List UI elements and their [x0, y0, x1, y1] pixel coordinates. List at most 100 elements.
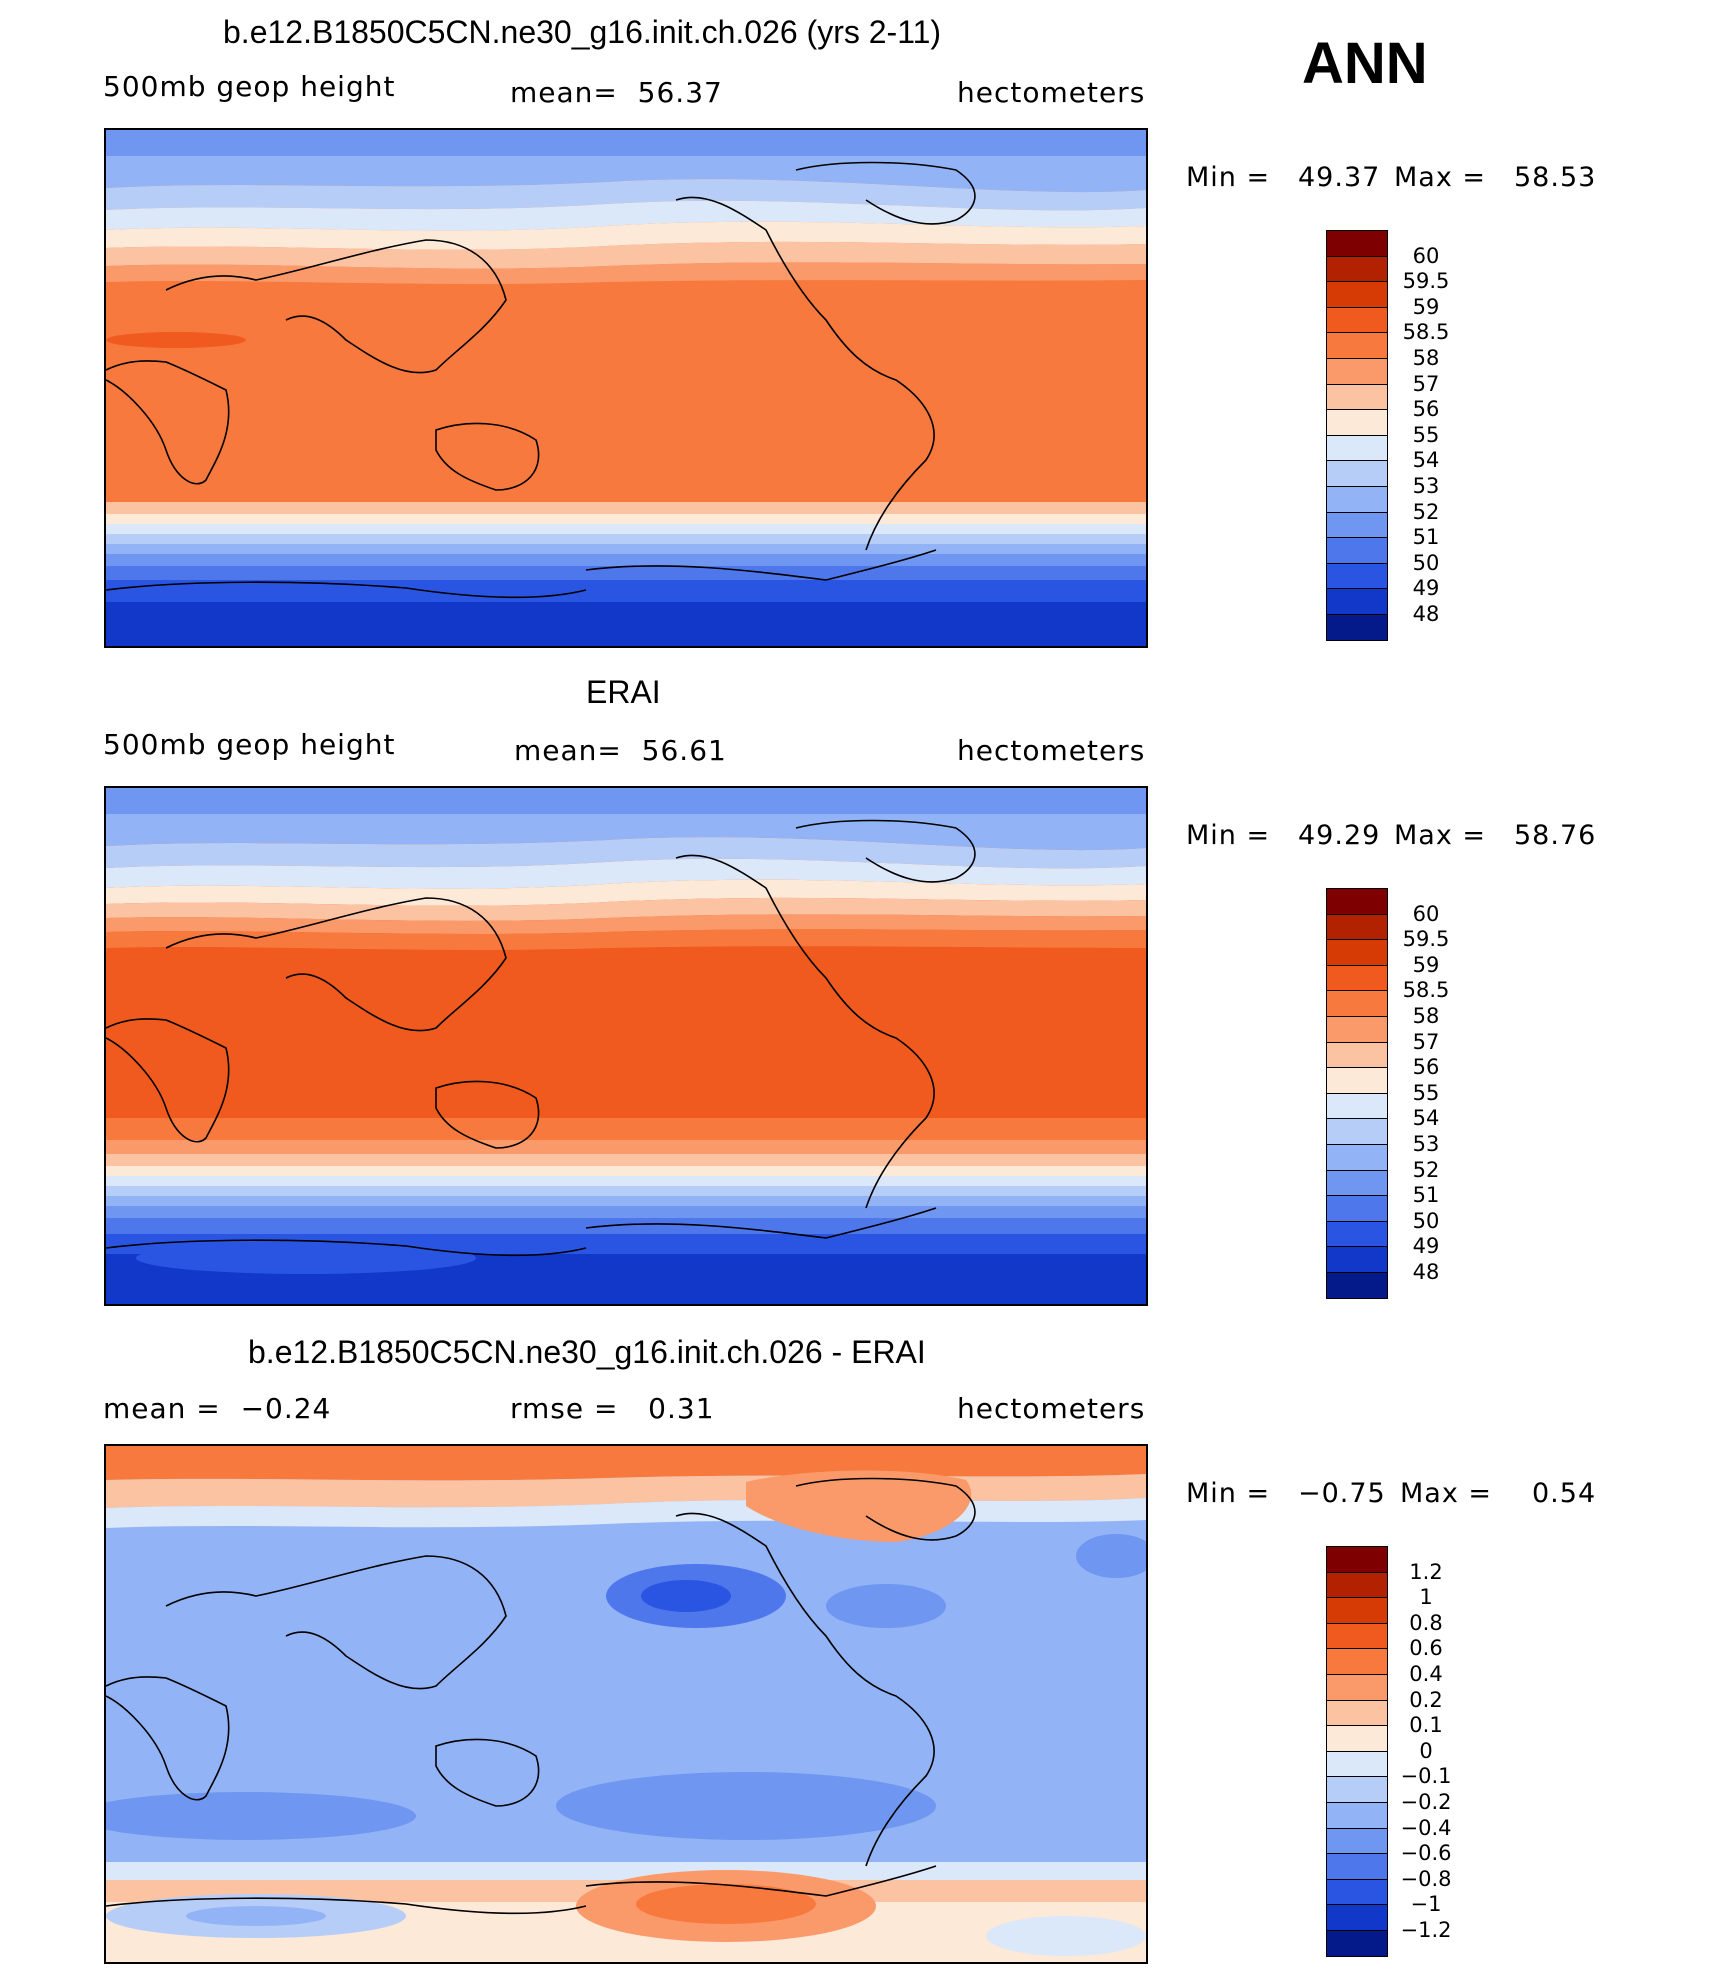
- colorbar-swatch: [1326, 1572, 1388, 1599]
- panel-3-max-value: 0.54: [1532, 1478, 1597, 1509]
- colorbar-swatch: [1326, 1068, 1388, 1094]
- colorbar-tick-label: 58.5: [1402, 320, 1450, 345]
- colorbar-tick-label: 0.8: [1409, 1610, 1443, 1635]
- colorbar-tick-label: −0.4: [1400, 1815, 1452, 1840]
- colorbar-swatch: [1326, 1802, 1388, 1829]
- colorbar-swatch: [1326, 888, 1388, 915]
- colorbar-swatch: [1326, 1674, 1388, 1701]
- colorbar-swatch: [1326, 1623, 1388, 1650]
- colorbar-tick-label: −1.2: [1400, 1918, 1452, 1942]
- colorbar-swatch: [1326, 307, 1388, 334]
- colorbar-swatch: [1326, 1700, 1388, 1727]
- colorbar-swatch: [1326, 914, 1388, 941]
- colorbar-tick-label: 59.5: [1402, 927, 1450, 952]
- panel-3-map: [104, 1444, 1148, 1964]
- colorbar-swatch: [1326, 589, 1388, 615]
- panel-3-mean-label: mean = −0.24: [103, 1392, 332, 1425]
- colorbar-swatch: [1326, 435, 1388, 462]
- panel-2-units-label: hectometers: [957, 734, 1146, 767]
- colorbar-tick-label: 53: [1412, 1132, 1440, 1156]
- colorbar-swatch: [1326, 1598, 1388, 1624]
- colorbar-swatch: [1326, 256, 1388, 283]
- colorbar-swatch: [1326, 563, 1388, 590]
- colorbar-swatch: [1326, 512, 1388, 539]
- colorbar-swatch: [1326, 1119, 1388, 1145]
- panel-2-colorbar: 60 59.5 59 58.5 58 57 56 55 54 53 52 51 50 49 48: [1326, 888, 1449, 1299]
- colorbar-swatch: [1326, 991, 1388, 1017]
- panel-1-variable-label: 500mb geop height: [103, 70, 396, 103]
- panel-2-title: ERAI: [586, 674, 661, 710]
- colorbar-swatch: [1326, 1879, 1388, 1906]
- colorbar-tick-label: 59.5: [1402, 269, 1450, 294]
- panel-2-variable-label: 500mb geop height: [103, 728, 396, 761]
- colorbar-tick-label: 59: [1412, 294, 1440, 319]
- colorbar-tick-label: 50: [1412, 550, 1440, 575]
- colorbar-tick-label: 56: [1412, 397, 1440, 422]
- panel-3-rmse-label: rmse = 0.31: [510, 1392, 715, 1425]
- colorbar-tick-label: 55: [1412, 1080, 1440, 1105]
- colorbar-swatch: [1326, 1854, 1388, 1880]
- colorbar-tick-label: 0.6: [1409, 1636, 1443, 1661]
- colorbar-swatch: [1326, 940, 1388, 966]
- colorbar-tick-label: 50: [1412, 1208, 1440, 1233]
- colorbar-swatch: [1326, 1221, 1388, 1248]
- colorbar-tick-label: 58.5: [1402, 978, 1450, 1003]
- colorbar-swatch: [1326, 1042, 1388, 1069]
- colorbar-tick-label: 51: [1412, 525, 1440, 550]
- colorbar-tick-label: 48: [1412, 602, 1440, 626]
- colorbar-tick-label: 0: [1419, 1738, 1433, 1763]
- colorbar-tick-label: 58: [1412, 346, 1440, 370]
- colorbar-swatch: [1326, 1144, 1388, 1171]
- panel-3-colorbar: 1.2 1 0.8 0.6 0.4 0.2 0.1 0 −0.1 −0.2 −0.4 −0.6 −0.8…: [1326, 1546, 1452, 1957]
- colorbar-tick-label: 52: [1412, 499, 1440, 524]
- panel-2-min-label: Min =: [1186, 820, 1271, 851]
- colorbar-tick-label: 0.2: [1409, 1687, 1443, 1712]
- colorbar-swatch: [1326, 965, 1388, 992]
- colorbar-tick-label: 59: [1412, 952, 1440, 977]
- colorbar-tick-label: 1: [1419, 1585, 1433, 1610]
- panel-2-max-value: 58.76: [1514, 820, 1597, 851]
- colorbar-swatch: [1326, 282, 1388, 308]
- colorbar-tick-label: −0.2: [1400, 1790, 1452, 1814]
- colorbar-tick-label: 60: [1412, 901, 1440, 926]
- colorbar-tick-label: 48: [1412, 1260, 1440, 1284]
- panel-3-max-label: Max =: [1400, 1478, 1493, 1509]
- colorbar-tick-label: 53: [1412, 474, 1440, 498]
- panel-1-max-label: Max =: [1394, 162, 1487, 193]
- colorbar-tick-label: 51: [1412, 1183, 1440, 1208]
- colorbar-tick-label: 54: [1412, 448, 1440, 473]
- panel-3-min-value: −0.75: [1298, 1478, 1386, 1509]
- colorbar-swatch: [1326, 1751, 1388, 1778]
- colorbar-tick-label: 49: [1412, 1234, 1440, 1259]
- colorbar-swatch: [1326, 1649, 1388, 1675]
- panel-3-min-label: Min =: [1186, 1478, 1271, 1509]
- colorbar-swatch: [1326, 461, 1388, 487]
- panel-3-title: b.e12.B1850C5CN.ne30_g16.init.ch.026 - E…: [248, 1334, 926, 1370]
- colorbar-tick-label: −0.8: [1400, 1866, 1452, 1891]
- panel-1-units-label: hectometers: [957, 76, 1146, 109]
- colorbar-swatch: [1326, 1170, 1388, 1197]
- season-label: ANN: [1302, 31, 1428, 96]
- colorbar-tick-label: −0.6: [1400, 1841, 1452, 1866]
- colorbar-swatch: [1326, 1196, 1388, 1222]
- colorbar-swatch: [1326, 538, 1388, 564]
- panel-2-map: [104, 786, 1148, 1306]
- panel-1-colorbar: 60 59.5 59 58.5 58 57 56 55 54 53 52 51 50 49 48: [1326, 230, 1449, 641]
- colorbar-swatch: [1326, 1828, 1388, 1855]
- colorbar-tick-label: −1: [1410, 1892, 1442, 1917]
- panel-1-map: [104, 128, 1148, 648]
- colorbar-tick-label: 57: [1412, 371, 1440, 396]
- colorbar-tick-label: 1.2: [1409, 1559, 1443, 1584]
- colorbar-swatch: [1326, 1905, 1388, 1931]
- colorbar-tick-label: 56: [1412, 1055, 1440, 1080]
- colorbar-swatch: [1326, 1247, 1388, 1273]
- panel-2-map-plot: [106, 788, 1146, 1304]
- colorbar-swatch: [1326, 1272, 1388, 1299]
- colorbar-tick-label: 0.4: [1409, 1662, 1443, 1686]
- colorbar-swatch: [1326, 1777, 1388, 1803]
- colorbar-tick-label: 49: [1412, 576, 1440, 601]
- colorbar-swatch: [1326, 1093, 1388, 1120]
- colorbar-tick-label: 57: [1412, 1029, 1440, 1054]
- colorbar-tick-label: −0.1: [1400, 1764, 1452, 1789]
- panel-1-mean-label: mean= 56.37: [510, 76, 723, 109]
